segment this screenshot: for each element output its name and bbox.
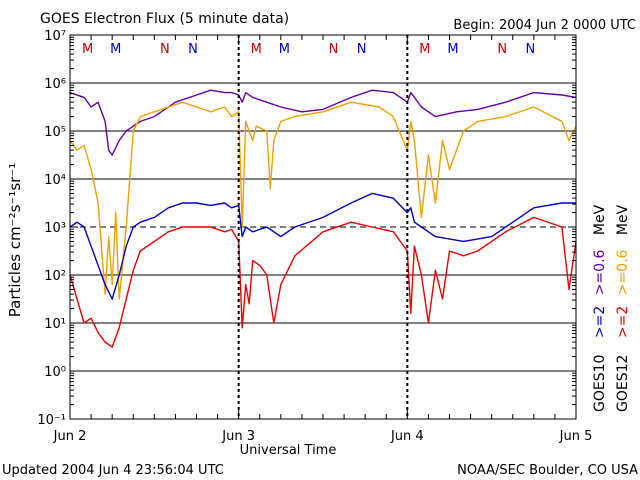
svg-text:GOES10 >=2 >=0.6: GOES10 >=2 >=0.6 MeV bbox=[592, 204, 608, 412]
marker-label: N bbox=[188, 42, 198, 57]
y-tick-label: 10³ bbox=[44, 221, 66, 236]
legend-goes12-unit: MeV bbox=[615, 204, 631, 235]
legend-goes10-unit: MeV bbox=[592, 204, 608, 235]
y-tick-label: 10⁵ bbox=[44, 125, 66, 140]
credit-label: NOAA/SEC Boulder, CO USA bbox=[457, 463, 638, 478]
legend-goes12-name: GOES12 bbox=[615, 355, 631, 412]
y-tick-label: 10² bbox=[44, 269, 66, 284]
marker-label: N bbox=[525, 42, 535, 57]
series-goes10-2-mev bbox=[69, 192, 576, 300]
y-tick-label: 10⁷ bbox=[44, 29, 66, 44]
legend-goes10-e2: >=2 bbox=[592, 306, 608, 338]
x-tick-label: Jun 3 bbox=[221, 429, 255, 444]
y-tick-label: 10¹ bbox=[44, 317, 66, 332]
marker-label: M bbox=[110, 42, 121, 57]
chart-title: GOES Electron Flux (5 minute data) bbox=[40, 11, 289, 27]
legend-goes12-e2: >=2 bbox=[615, 306, 631, 338]
y-tick-label: 10⁴ bbox=[44, 173, 66, 188]
x-tick-label: Jun 2 bbox=[53, 429, 87, 444]
x-tick-label: Jun 4 bbox=[390, 429, 424, 444]
series-goes12-0-6-mev bbox=[69, 101, 577, 300]
gridlines bbox=[70, 82, 576, 372]
legend-goes12: GOES12 >=2 >=0.6 MeV bbox=[615, 204, 631, 412]
data-series bbox=[69, 89, 577, 348]
y-tick-label: 10⁶ bbox=[44, 77, 66, 92]
marker-label: M bbox=[419, 42, 430, 57]
day-separators bbox=[237, 35, 409, 419]
x-axis-label: Universal Time bbox=[240, 443, 337, 458]
legend-goes10: GOES10 >=2 >=0.6 MeV bbox=[592, 204, 608, 412]
marker-label: N bbox=[329, 42, 339, 57]
legend-goes12-e06: >=0.6 bbox=[615, 249, 631, 295]
begin-date-label: Begin: 2004 Jun 2 0000 UTC bbox=[453, 18, 636, 33]
y-axis-ticks: 10⁻¹ 10⁰ 10¹ 10² 10³ 10⁴ 10⁵ 10⁶ 10⁷ bbox=[37, 29, 576, 428]
series-goes12-2-mev bbox=[69, 216, 577, 348]
marker-label: M bbox=[447, 42, 458, 57]
marker-label: M bbox=[251, 42, 262, 57]
y-axis-label: Particles cm⁻²s⁻¹sr⁻¹ bbox=[6, 163, 24, 317]
updated-timestamp: Updated 2004 Jun 4 23:56:04 UTC bbox=[2, 463, 224, 478]
legend-goes10-name: GOES10 bbox=[592, 355, 608, 412]
marker-label: N bbox=[497, 42, 507, 57]
y-tick-label: 10⁻¹ bbox=[37, 413, 66, 428]
marker-label: M bbox=[82, 42, 93, 57]
marker-label: M bbox=[279, 42, 290, 57]
marker-label: N bbox=[357, 42, 367, 57]
y-tick-label: 10⁰ bbox=[44, 365, 66, 380]
series-goes10-0-6-mev bbox=[69, 89, 577, 156]
x-tick-label: Jun 5 bbox=[559, 429, 593, 444]
x-axis-ticks: Jun 2 Jun 3 Jun 4 Jun 5 bbox=[53, 35, 593, 444]
marker-label: N bbox=[160, 42, 170, 57]
legend-goes10-e06: >=0.6 bbox=[592, 249, 608, 295]
svg-text:GOES12 >=2 >=0.6: GOES12 >=2 >=0.6 MeV bbox=[615, 204, 631, 412]
